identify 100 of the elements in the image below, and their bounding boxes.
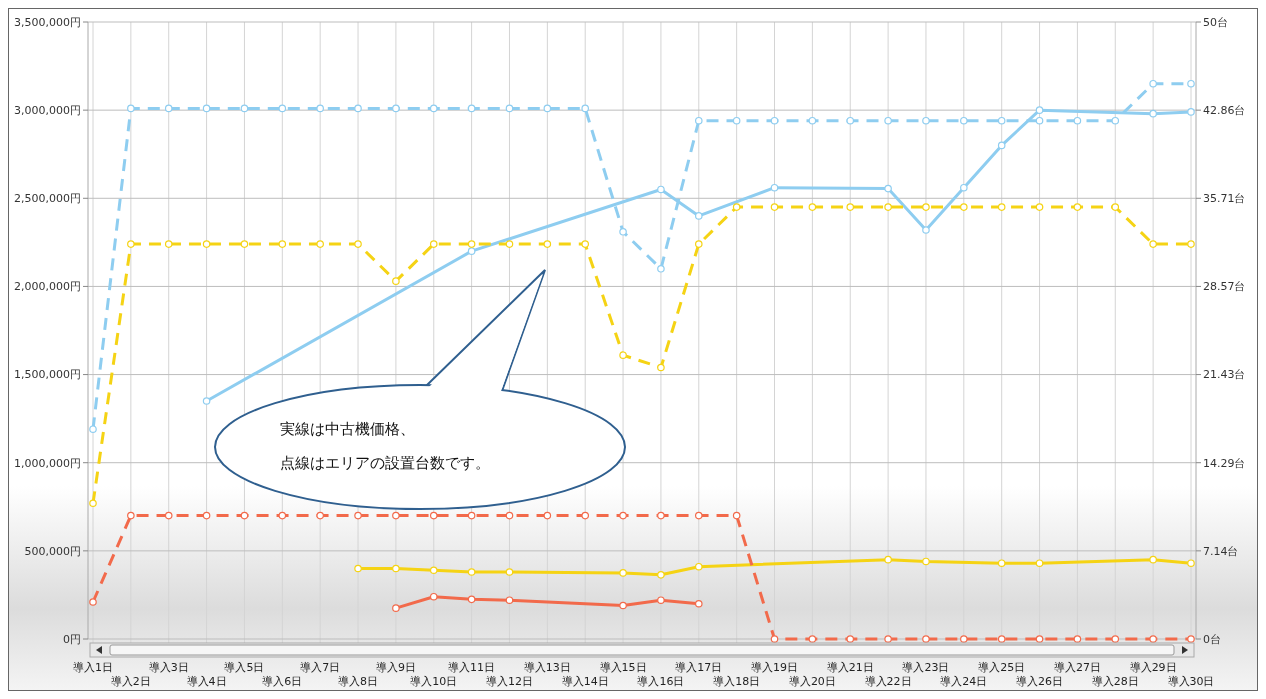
point — [505, 240, 514, 248]
point — [1187, 559, 1195, 567]
point — [278, 511, 287, 520]
y-tick-label: 3,000,000円 — [14, 103, 81, 117]
y-tick-label: 2,500,000円 — [14, 192, 81, 206]
point — [657, 571, 665, 579]
point — [922, 635, 930, 643]
point — [694, 116, 703, 125]
point — [581, 511, 590, 520]
point — [770, 183, 779, 192]
point — [1035, 203, 1044, 211]
point — [619, 227, 627, 236]
x-tick-label: 導入1日 — [73, 661, 113, 674]
point — [960, 183, 968, 192]
point — [657, 363, 665, 372]
point — [89, 425, 97, 434]
point — [619, 601, 627, 610]
point — [505, 104, 514, 113]
x-tick-label: 導入3日 — [148, 661, 189, 674]
y2-tick-label: 14.29台 — [1203, 456, 1246, 470]
point — [392, 604, 400, 612]
point — [808, 635, 817, 643]
y2-tick-label: 21.43台 — [1203, 368, 1246, 382]
point — [884, 184, 892, 193]
point — [354, 240, 362, 248]
point — [1149, 109, 1157, 118]
point — [202, 104, 211, 113]
point — [884, 555, 892, 564]
x-tick-label: 導入19日 — [751, 661, 799, 674]
x-tick-label: 導入16日 — [637, 675, 685, 688]
point — [127, 511, 135, 520]
point — [581, 104, 590, 113]
point — [392, 511, 400, 520]
point — [127, 240, 135, 248]
y2-tick-label: 7.14台 — [1203, 544, 1239, 558]
x-tick-label: 導入18日 — [713, 675, 761, 688]
point — [467, 568, 476, 576]
point — [997, 141, 1006, 150]
x-tick-label: 導入14日 — [561, 675, 609, 688]
x-tick-label: 導入11日 — [448, 661, 496, 674]
point — [808, 116, 817, 125]
point — [997, 116, 1006, 125]
point — [316, 240, 324, 248]
x-tick-label: 導入7日 — [300, 661, 341, 674]
x-tick-label: 導入9日 — [375, 661, 416, 674]
point — [1187, 240, 1195, 248]
point — [960, 116, 968, 125]
y-tick-label: 500,000円 — [24, 544, 81, 558]
point — [619, 511, 627, 520]
point — [1111, 203, 1120, 211]
x-tick-label: 導入4日 — [186, 675, 227, 688]
point — [1149, 635, 1157, 643]
point — [694, 240, 703, 248]
point — [429, 240, 438, 248]
point — [89, 598, 97, 606]
x-tick-label: 導入2日 — [110, 675, 151, 688]
point — [89, 499, 97, 508]
annotation: 点線はエリアの設置台数です。 — [280, 454, 490, 472]
point — [240, 240, 249, 248]
point — [808, 203, 817, 211]
x-tick-label: 導入26日 — [1016, 675, 1064, 688]
point — [846, 635, 855, 643]
y-tick-label: 3,500,000円 — [14, 15, 81, 29]
point — [1149, 79, 1157, 88]
point — [278, 104, 287, 113]
point — [240, 104, 249, 113]
point — [505, 568, 514, 576]
y2-tick-label: 0台 — [1203, 632, 1221, 646]
point — [1035, 559, 1044, 567]
point — [619, 351, 627, 359]
point — [770, 116, 779, 125]
point — [316, 104, 324, 113]
point — [505, 596, 514, 605]
point — [1111, 635, 1120, 643]
point — [316, 511, 324, 520]
point — [619, 569, 627, 577]
point — [694, 562, 703, 571]
point — [467, 240, 476, 248]
x-tick-label: 導入25日 — [978, 661, 1026, 674]
y2-tick-label: 50台 — [1203, 15, 1228, 29]
x-tick-label: 導入10日 — [410, 675, 458, 688]
point — [429, 104, 438, 113]
point — [732, 116, 741, 125]
point — [657, 596, 665, 605]
point — [1149, 240, 1157, 248]
point — [997, 203, 1006, 211]
point — [884, 203, 892, 211]
point — [732, 511, 741, 520]
point — [392, 277, 400, 285]
point — [732, 203, 741, 211]
point — [202, 240, 211, 248]
point — [657, 185, 665, 194]
point — [429, 566, 438, 575]
point — [997, 559, 1006, 567]
point — [240, 511, 249, 520]
point — [1035, 116, 1044, 125]
point — [392, 564, 400, 573]
x-tick-label: 導入6日 — [262, 675, 303, 688]
point — [960, 203, 968, 211]
point — [1073, 203, 1082, 211]
